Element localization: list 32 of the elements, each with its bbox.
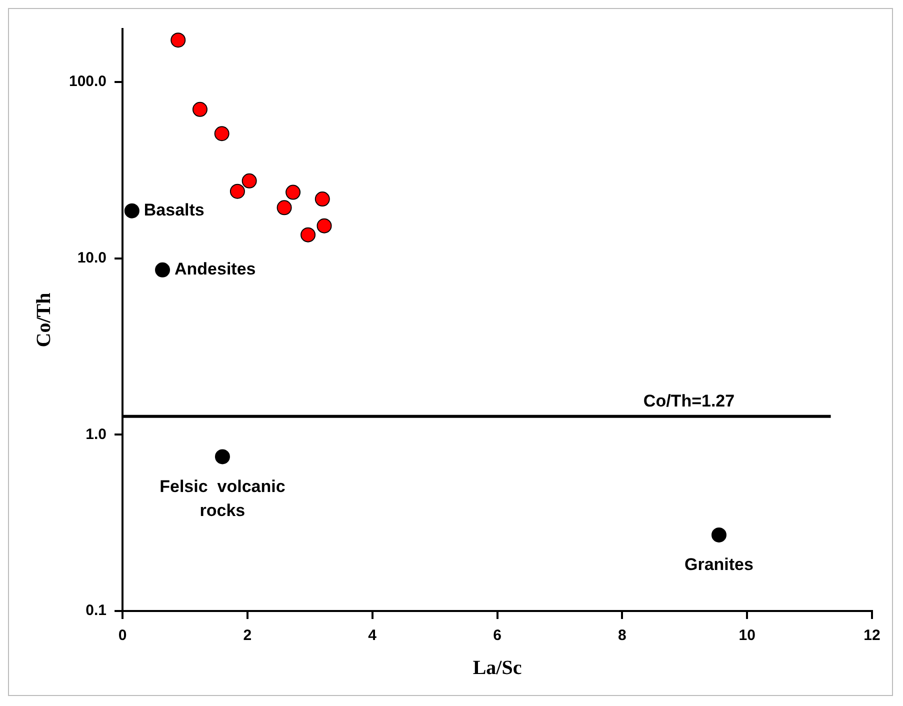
y-tick-label: 0.1 <box>86 602 107 620</box>
point <box>276 200 292 216</box>
annotation: Co/Th=1.27 <box>643 392 735 411</box>
annotation: Felsic volcanic rocks <box>160 476 286 520</box>
y-tick-label: 10.0 <box>77 250 107 267</box>
y-tick-label: 100.0 <box>68 73 107 90</box>
point <box>242 173 257 188</box>
point <box>170 32 186 48</box>
point <box>286 184 301 200</box>
point <box>124 203 140 218</box>
x-axis-title: La/Sc <box>472 657 522 680</box>
x-tick-label: 4 <box>368 627 378 644</box>
x-tick-label: 0 <box>118 627 127 644</box>
x-tick-label: 12 <box>864 627 880 644</box>
annotation: Andesites <box>174 260 256 279</box>
annotation: Granites <box>684 555 754 574</box>
x-tick-label: 2 <box>243 627 252 644</box>
y-axis-title: Co/Th <box>33 292 56 348</box>
point <box>711 527 726 542</box>
point <box>214 449 230 464</box>
point <box>230 184 245 199</box>
y-tick-label: 1.0 <box>86 426 107 443</box>
annotation: Basalts <box>144 200 204 220</box>
point <box>155 262 170 278</box>
point <box>314 192 330 207</box>
point <box>300 227 316 242</box>
point <box>316 218 332 234</box>
point <box>192 102 208 117</box>
x-tick-label: 10 <box>738 627 756 644</box>
x-tick-label: 8 <box>618 627 626 644</box>
point <box>214 126 230 142</box>
x-tick-label: 6 <box>493 627 502 644</box>
